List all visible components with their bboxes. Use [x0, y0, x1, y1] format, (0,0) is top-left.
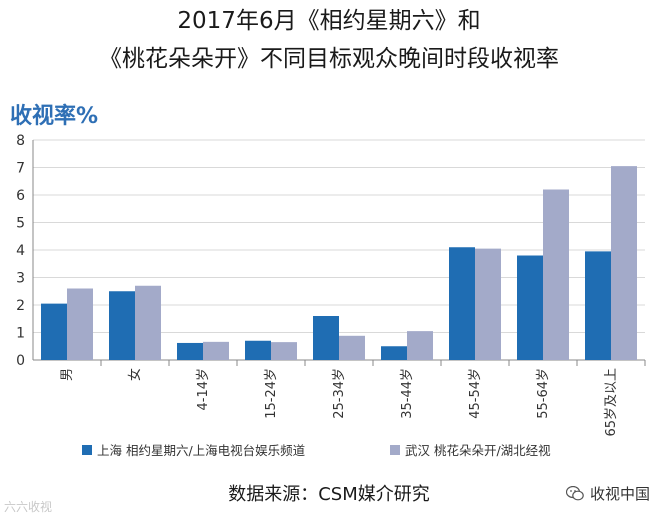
chart-title-line1: 2017年6月《相约星期六》和 [177, 8, 481, 34]
wechat-icon [565, 486, 584, 501]
bar-series2-6 [475, 248, 501, 360]
chart-title-line2: 《桃花朵朵开》不同目标观众晚间时段收视率 [99, 46, 559, 72]
bar-series2-2 [203, 341, 229, 360]
bar-series1-1 [109, 291, 135, 360]
bar-series1-5 [381, 346, 407, 360]
x-tick-label: 25-34岁 [332, 368, 347, 419]
y-tick-label: 8 [16, 133, 25, 149]
bar-series1-2 [177, 342, 203, 360]
bar-series1-6 [449, 247, 475, 360]
y-tick-label: 5 [16, 216, 25, 232]
wechat-account-name: 收视中国 [589, 485, 650, 503]
bar-series1-8 [585, 251, 611, 360]
bar-series1-3 [245, 340, 271, 360]
bar-series2-4 [339, 335, 365, 360]
data-source: 数据来源：CSM媒介研究 [228, 484, 430, 505]
legend-swatch-series2 [390, 444, 400, 455]
x-tick-label: 女 [127, 368, 143, 381]
bar-series2-1 [135, 285, 161, 360]
x-tick-label: 男 [60, 368, 75, 381]
bar-series1-0 [41, 303, 67, 360]
bar-series1-4 [313, 316, 339, 360]
y-tick-label: 1 [16, 326, 25, 342]
bar-series2-3 [271, 342, 297, 360]
bar-series2-7 [543, 189, 569, 360]
y-tick-label: 0 [16, 353, 25, 369]
x-tick-label: 35-44岁 [400, 368, 415, 419]
legend-item-series2: 武汉 桃花朵朵开/湖北经视 [390, 440, 551, 459]
bar-series2-8 [611, 166, 637, 360]
legend-label-series2: 武汉 桃花朵朵开/湖北经视 [405, 443, 551, 458]
y-tick-label: 3 [16, 271, 25, 287]
x-tick-label: 15-24岁 [264, 368, 279, 419]
y-tick-label: 2 [16, 298, 25, 314]
bar-series2-0 [67, 288, 93, 360]
bar-series2-5 [407, 331, 433, 360]
x-tick-label: 45-54岁 [468, 368, 483, 419]
y-tick-label: 7 [16, 161, 25, 177]
y-tick-label: 6 [16, 188, 25, 204]
bar-series1-7 [517, 255, 543, 360]
x-tick-label: 4-14岁 [196, 368, 211, 411]
wechat-account: 收视中国 [565, 483, 650, 504]
x-tick-label: 55-64岁 [536, 368, 551, 419]
watermark-logo: 六六收视 [4, 500, 53, 514]
y-axis-label: 收视率% [10, 104, 99, 129]
legend-label-series1: 上海 相约星期六/上海电视台娱乐频道 [97, 443, 306, 458]
legend-swatch-series1 [82, 444, 92, 455]
legend-item-series1: 上海 相约星期六/上海电视台娱乐频道 [82, 440, 305, 459]
x-tick-label: 65岁及以上 [604, 368, 619, 437]
y-tick-label: 4 [16, 243, 25, 259]
